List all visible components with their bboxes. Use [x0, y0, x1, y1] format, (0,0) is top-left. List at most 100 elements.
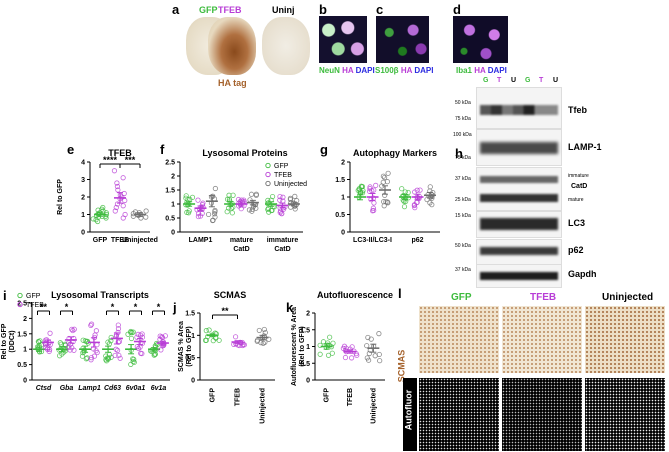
- data-point: [69, 326, 75, 332]
- data-point: [377, 358, 383, 364]
- dapi-label: DAPI: [487, 66, 507, 75]
- legend-label: TFEB: [26, 302, 44, 309]
- data-point: [366, 357, 372, 363]
- data-point: [268, 197, 274, 203]
- y-axis-label: Rel to GFP: [1, 323, 8, 359]
- lane-labels: G T U G T U: [482, 77, 566, 87]
- data-point: [385, 170, 391, 176]
- micrograph-iba1: [453, 16, 508, 63]
- category-label: CatD: [233, 246, 249, 253]
- data-point: [343, 345, 349, 351]
- data-point: [139, 350, 145, 357]
- data-point: [281, 206, 287, 212]
- data-point: [202, 337, 209, 343]
- data-point: [114, 180, 120, 186]
- data-point: [290, 200, 297, 206]
- data-point: [197, 213, 204, 219]
- significance-label: ***: [125, 155, 136, 165]
- data-point: [90, 216, 96, 222]
- blot-p62: [476, 239, 562, 265]
- data-point: [292, 203, 298, 209]
- data-point: [403, 198, 409, 204]
- data-point: [403, 195, 409, 201]
- data-point: [415, 195, 421, 201]
- data-point: [117, 192, 123, 198]
- data-point: [100, 208, 106, 214]
- y-tick-label: 0.5: [300, 361, 310, 368]
- data-point: [399, 186, 405, 192]
- legend-marker: [17, 301, 23, 308]
- data-point: [235, 196, 242, 203]
- data-point: [359, 190, 366, 196]
- category-label: LC3-II/LC3-I: [353, 237, 392, 244]
- data-point: [364, 343, 370, 349]
- data-point: [213, 331, 219, 337]
- data-point: [325, 340, 331, 346]
- y-tick-label: 0.5: [165, 216, 175, 223]
- data-point: [114, 183, 121, 190]
- data-point: [199, 206, 205, 213]
- panel-l-header-tfeb: TFEB: [530, 292, 557, 303]
- data-point: [88, 355, 94, 361]
- data-point: [282, 204, 288, 210]
- blot-tfeb: [476, 87, 562, 129]
- data-point: [277, 205, 283, 211]
- data-point: [266, 336, 272, 342]
- data-point: [116, 352, 122, 359]
- data-point: [120, 215, 126, 221]
- data-point: [317, 351, 323, 357]
- data-point: [416, 195, 422, 201]
- legend-marker: [17, 292, 23, 299]
- significance-label: **: [40, 302, 48, 312]
- data-point: [152, 351, 158, 358]
- autofluor-image-tfeb: [502, 378, 582, 451]
- data-point: [44, 337, 50, 343]
- panel-label-d: d: [453, 2, 461, 17]
- blot-catd: [476, 167, 562, 211]
- data-point: [139, 340, 146, 346]
- data-point: [411, 202, 417, 209]
- data-point: [213, 334, 219, 341]
- data-point: [137, 344, 143, 350]
- data-point: [373, 182, 379, 189]
- data-point: [381, 199, 387, 205]
- data-point: [152, 347, 159, 353]
- data-point: [138, 215, 144, 221]
- data-point: [340, 345, 346, 351]
- data-point: [34, 344, 41, 350]
- y-tick-label: 1: [341, 195, 345, 202]
- data-point: [105, 355, 112, 361]
- data-point: [238, 206, 244, 212]
- data-point: [417, 187, 423, 193]
- data-point: [227, 198, 233, 204]
- data-point: [135, 212, 141, 218]
- data-point: [128, 335, 135, 342]
- data-point: [113, 332, 120, 338]
- data-point: [369, 208, 376, 214]
- data-point: [259, 334, 266, 341]
- data-point: [416, 194, 423, 200]
- legend-label: GFP: [26, 293, 41, 300]
- panel-l-header-uninj: Uninjected: [602, 292, 654, 303]
- data-point: [367, 186, 373, 192]
- kda-marker: 37 kDa: [455, 267, 471, 273]
- data-point: [62, 342, 68, 348]
- data-point: [427, 184, 433, 190]
- data-point: [70, 339, 76, 345]
- data-point: [47, 330, 53, 336]
- data-point: [93, 348, 99, 354]
- data-point: [292, 203, 298, 209]
- data-point: [212, 209, 218, 215]
- data-point: [162, 333, 168, 339]
- panel-label-b: b: [319, 2, 327, 17]
- category-label: GFP: [324, 388, 331, 403]
- data-point: [112, 352, 118, 359]
- data-point: [288, 200, 294, 206]
- data-point: [208, 200, 215, 206]
- data-point: [249, 206, 255, 212]
- data-point: [229, 210, 235, 216]
- catd-immature-label: immature: [568, 173, 589, 179]
- data-point: [83, 356, 89, 362]
- data-point: [62, 342, 69, 348]
- data-point: [260, 340, 266, 346]
